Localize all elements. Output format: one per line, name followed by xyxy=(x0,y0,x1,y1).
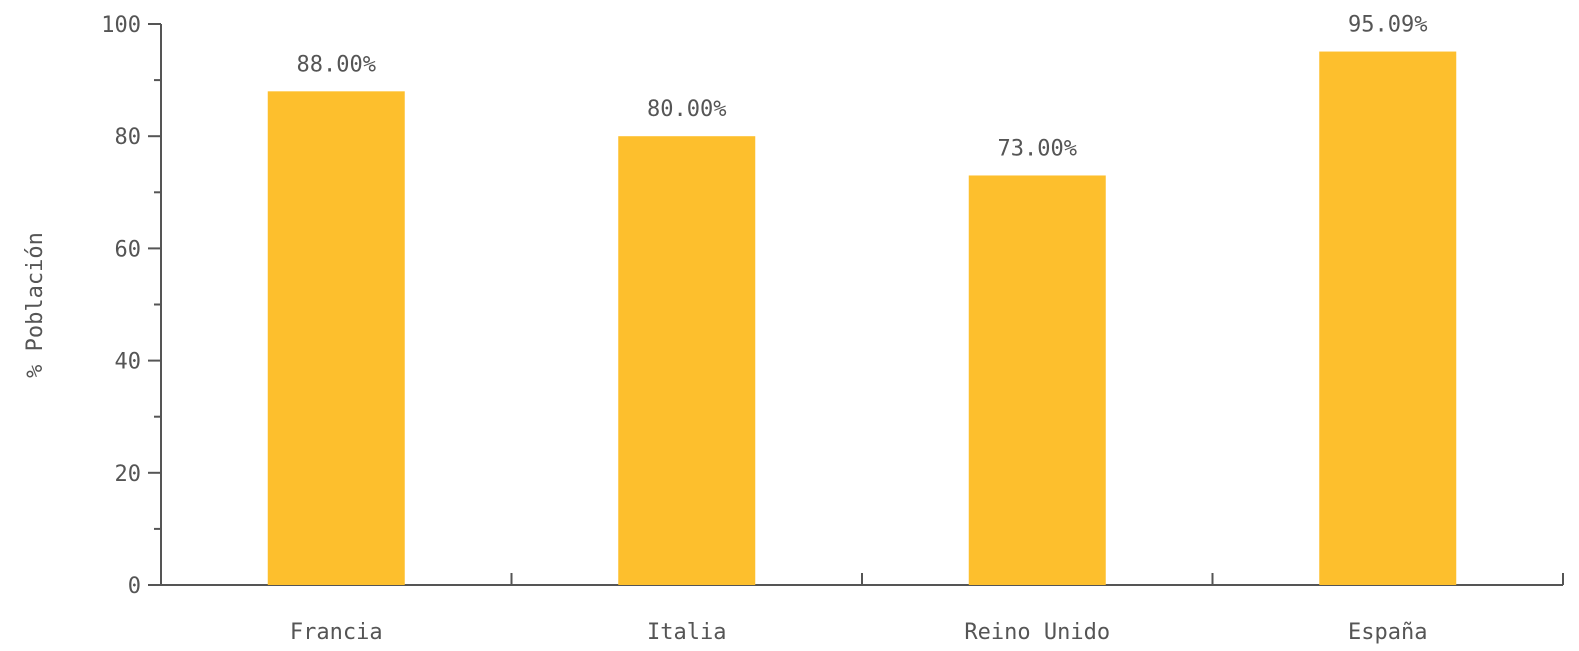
value-labels: 88.00% 80.00% 73.00% 95.09% xyxy=(297,13,1428,162)
bar-value-label: 95.09% xyxy=(1348,13,1427,38)
y-tick-label: 100 xyxy=(101,13,141,38)
bar-francia xyxy=(267,91,405,585)
bar-italia xyxy=(618,136,756,585)
x-category-label: Francia xyxy=(290,620,383,645)
y-tick-label: 0 xyxy=(128,574,141,599)
y-axis: 0 20 40 60 80 100 xyxy=(101,13,162,599)
y-tick-label: 80 xyxy=(115,125,142,150)
y-tick-label: 20 xyxy=(115,462,142,487)
x-category-label: Italia xyxy=(647,620,726,645)
bar-value-label: 73.00% xyxy=(998,136,1077,161)
bar-españa xyxy=(1319,51,1457,585)
bars xyxy=(267,51,1457,585)
category-labels: Francia Italia Reino Unido España xyxy=(290,620,1428,645)
x-category-label: Reino Unido xyxy=(964,620,1110,645)
y-axis-title: % Población xyxy=(23,232,48,378)
x-category-label: España xyxy=(1348,620,1427,645)
bar-value-label: 88.00% xyxy=(297,52,376,77)
bar-value-label: 80.00% xyxy=(647,97,726,122)
y-tick-label: 60 xyxy=(115,237,142,262)
y-tick-label: 40 xyxy=(115,350,142,375)
bar-reino-unido xyxy=(968,175,1106,585)
